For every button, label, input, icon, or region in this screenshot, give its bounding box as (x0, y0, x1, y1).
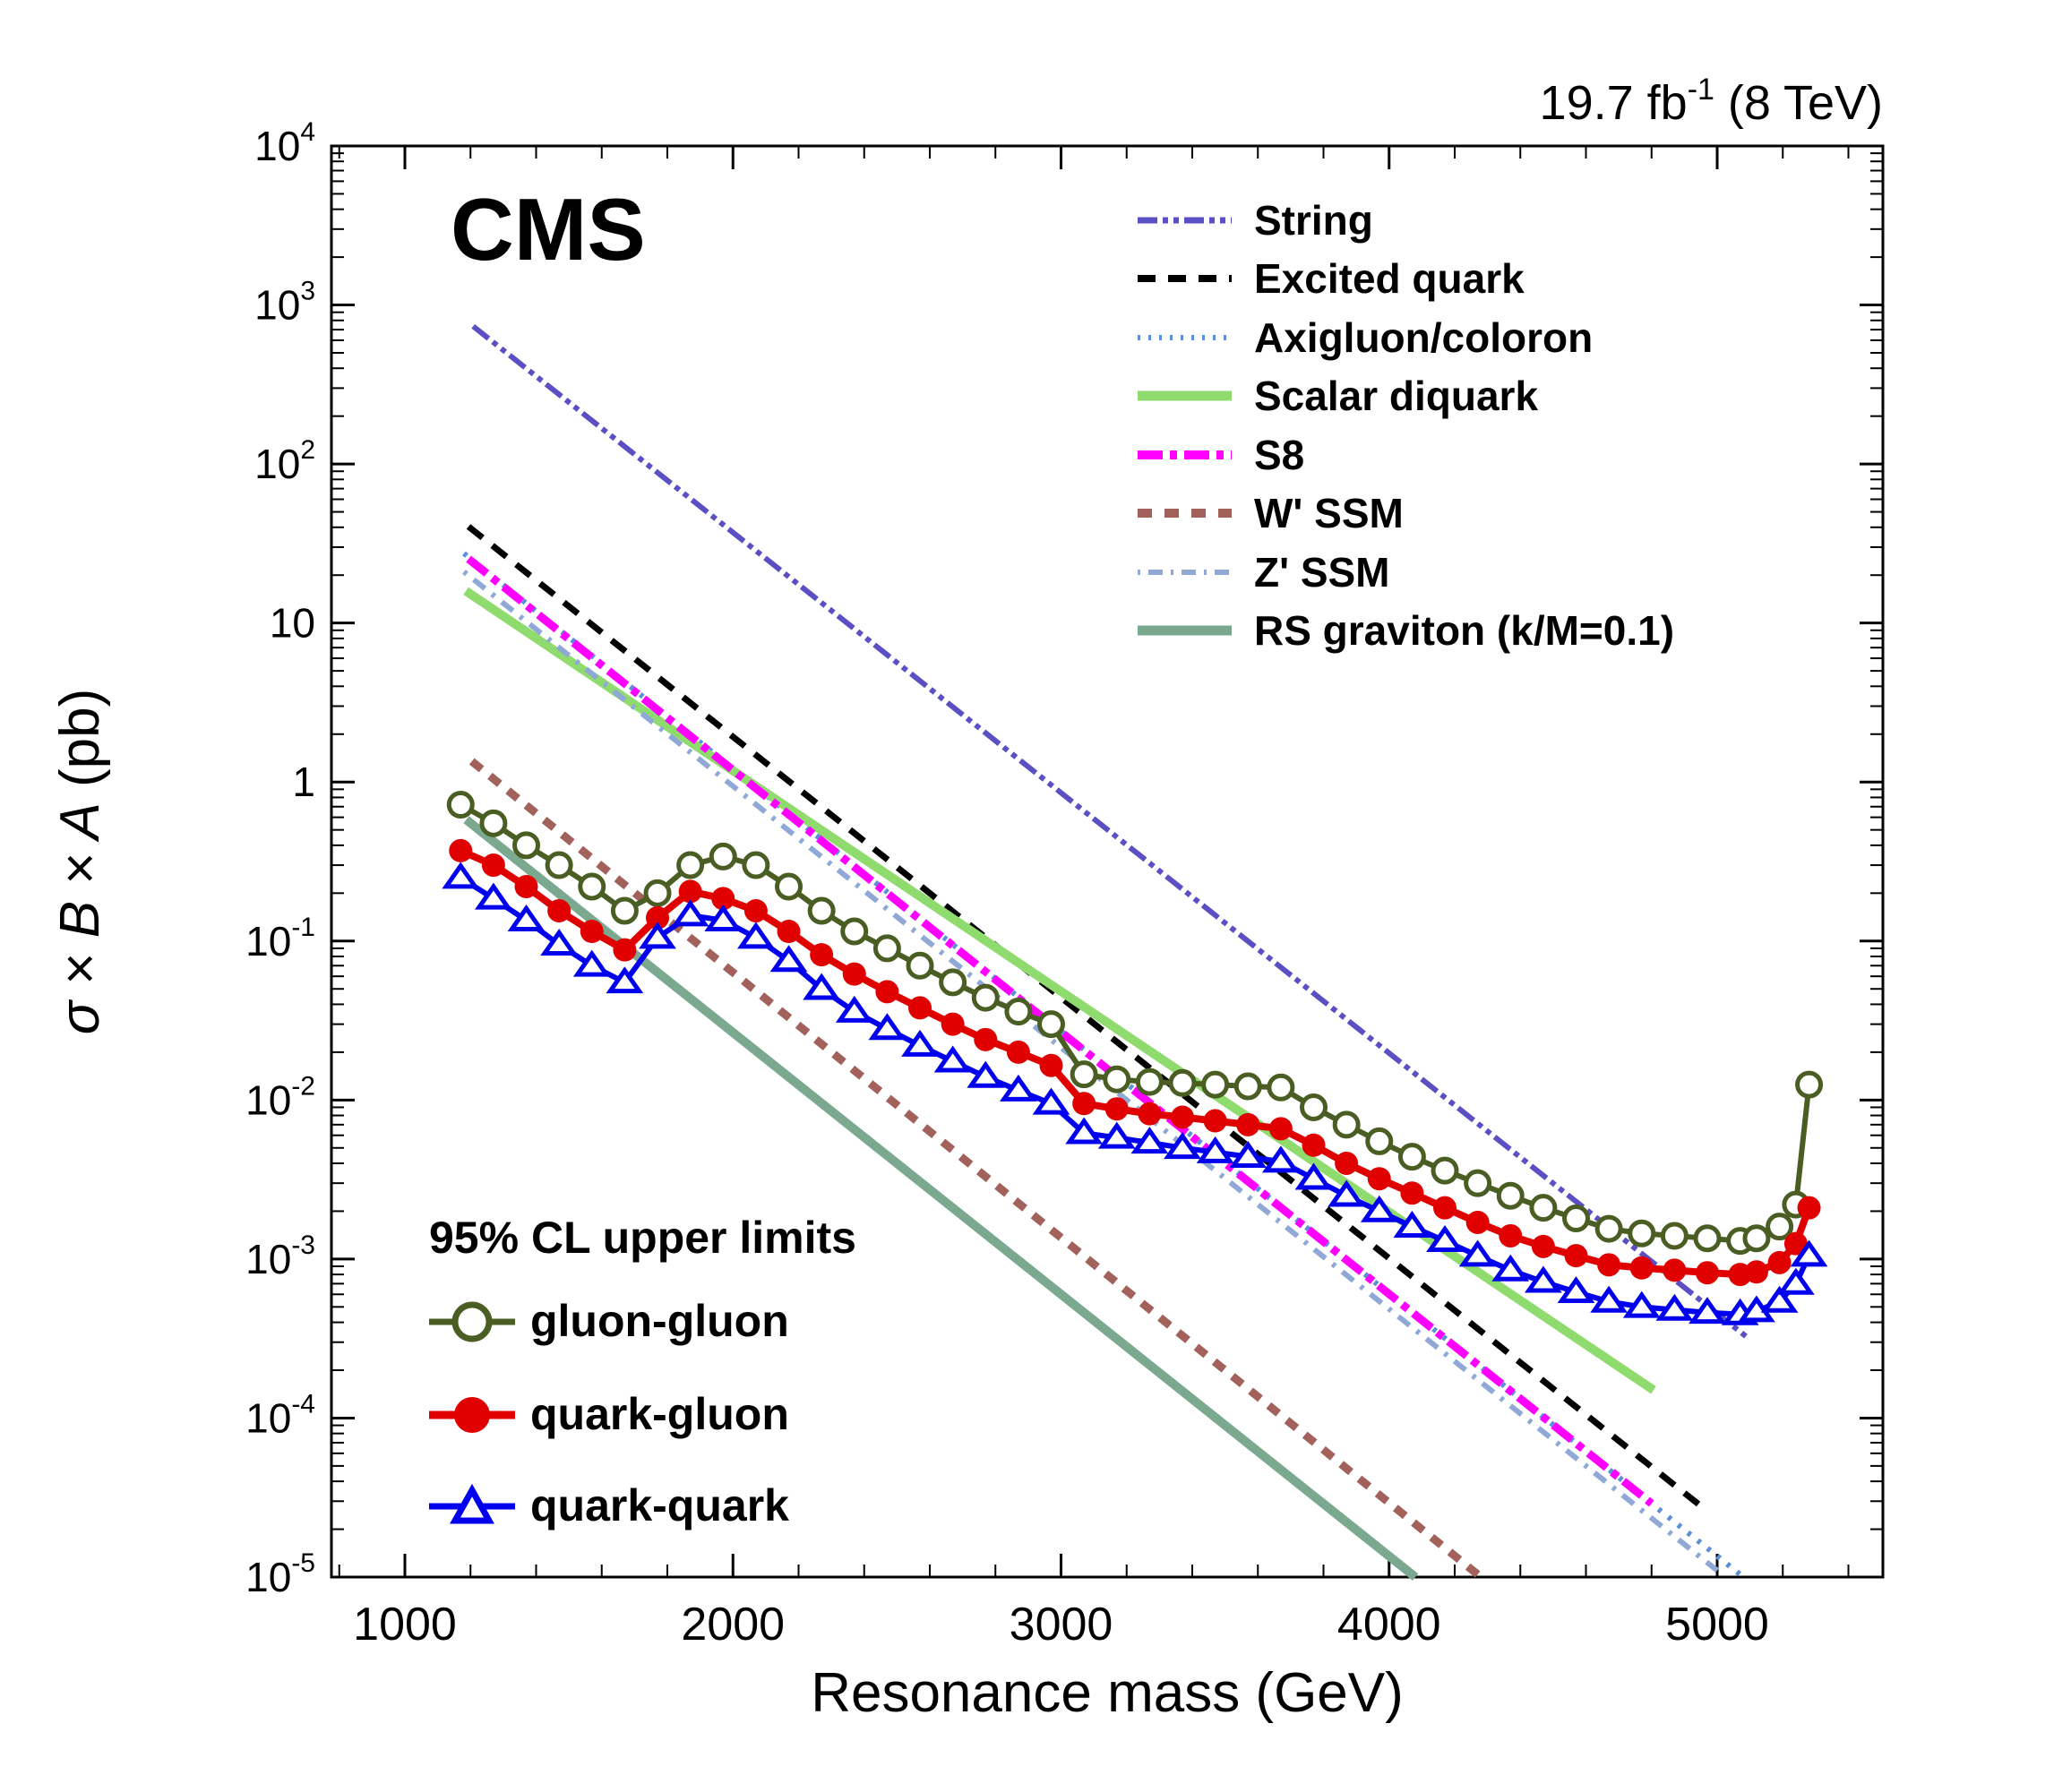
svg-text:Resonance mass (GeV): Resonance mass (GeV) (811, 1662, 1404, 1724)
svg-text:W' SSM: W' SSM (1254, 490, 1404, 536)
svg-text:4000: 4000 (1337, 1599, 1441, 1651)
svg-text:Axigluon/coloron: Axigluon/coloron (1254, 314, 1593, 361)
svg-text:Scalar diquark: Scalar diquark (1254, 373, 1538, 419)
svg-text:10: 10 (270, 600, 315, 647)
svg-text:σ × B × A (pb): σ × B × A (pb) (49, 689, 111, 1035)
svg-text:gluon-gluon: gluon-gluon (530, 1296, 789, 1346)
svg-text:1000: 1000 (353, 1599, 457, 1651)
svg-text:2000: 2000 (681, 1599, 785, 1651)
svg-text:Excited quark: Excited quark (1254, 255, 1525, 302)
svg-text:5000: 5000 (1665, 1599, 1769, 1651)
svg-text:RS graviton (k/M=0.1): RS graviton (k/M=0.1) (1254, 607, 1674, 654)
svg-text:quark-gluon: quark-gluon (530, 1389, 789, 1439)
svg-text:Z' SSM: Z' SSM (1254, 549, 1390, 596)
svg-text:CMS: CMS (451, 180, 646, 279)
svg-text:95% CL upper limits: 95% CL upper limits (429, 1213, 856, 1263)
svg-text:1: 1 (292, 759, 315, 805)
svg-text:String: String (1254, 197, 1373, 244)
svg-text:quark-quark: quark-quark (530, 1480, 789, 1530)
svg-text:3000: 3000 (1010, 1599, 1113, 1651)
svg-text:S8: S8 (1254, 432, 1304, 478)
